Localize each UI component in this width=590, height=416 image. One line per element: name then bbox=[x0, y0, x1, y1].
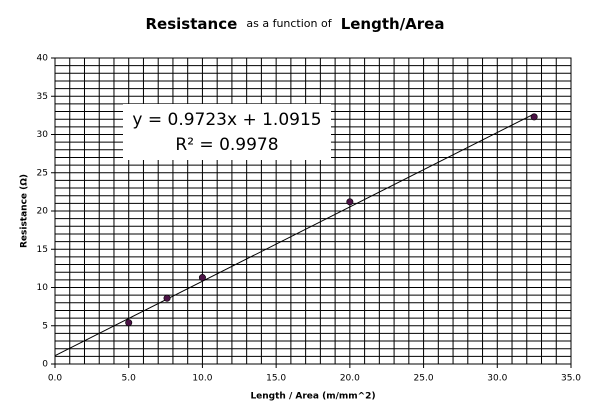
y-tick-label: 0 bbox=[42, 360, 48, 370]
y-tick-label: 15 bbox=[37, 245, 48, 255]
x-tick-label: 0.0 bbox=[48, 374, 63, 384]
title-part: as a function of bbox=[246, 17, 332, 30]
data-point bbox=[530, 113, 538, 121]
x-axis-label: Length / Area (m/mm^2) bbox=[250, 392, 375, 402]
y-tick-label: 35 bbox=[37, 92, 48, 102]
y-tick-label: 10 bbox=[37, 283, 49, 293]
marks bbox=[54, 113, 538, 357]
trendline bbox=[54, 113, 535, 357]
x-tick-label: 25.0 bbox=[414, 374, 434, 384]
x-tick-label: 5.0 bbox=[122, 374, 137, 384]
y-tick-label: 5 bbox=[42, 321, 48, 331]
trendline-equation: y = 0.9723x + 1.0915 bbox=[132, 110, 321, 130]
data-point bbox=[125, 319, 133, 327]
title-part: Length/Area bbox=[341, 15, 445, 33]
x-tick-label: 35.0 bbox=[561, 374, 581, 384]
chart-title: Resistance as a function of Length/Area bbox=[146, 14, 445, 33]
equation-box bbox=[123, 104, 331, 160]
title-part: Resistance bbox=[146, 15, 238, 33]
x-tick-label: 10.0 bbox=[192, 374, 212, 384]
y-tick-label: 40 bbox=[37, 54, 49, 64]
data-point bbox=[198, 274, 206, 282]
y-axis-label: Resistance (Ω) bbox=[20, 174, 30, 248]
data-point bbox=[163, 294, 171, 302]
data-point bbox=[346, 198, 354, 206]
y-tick-label: 20 bbox=[37, 207, 49, 217]
x-tick-label: 20.0 bbox=[340, 374, 360, 384]
y-tick-label: 30 bbox=[37, 130, 49, 140]
y-tick-label: 25 bbox=[37, 168, 48, 178]
x-tick-label: 15.0 bbox=[266, 374, 286, 384]
x-tick-label: 30.0 bbox=[487, 374, 507, 384]
r-squared: R² = 0.9978 bbox=[175, 135, 278, 155]
